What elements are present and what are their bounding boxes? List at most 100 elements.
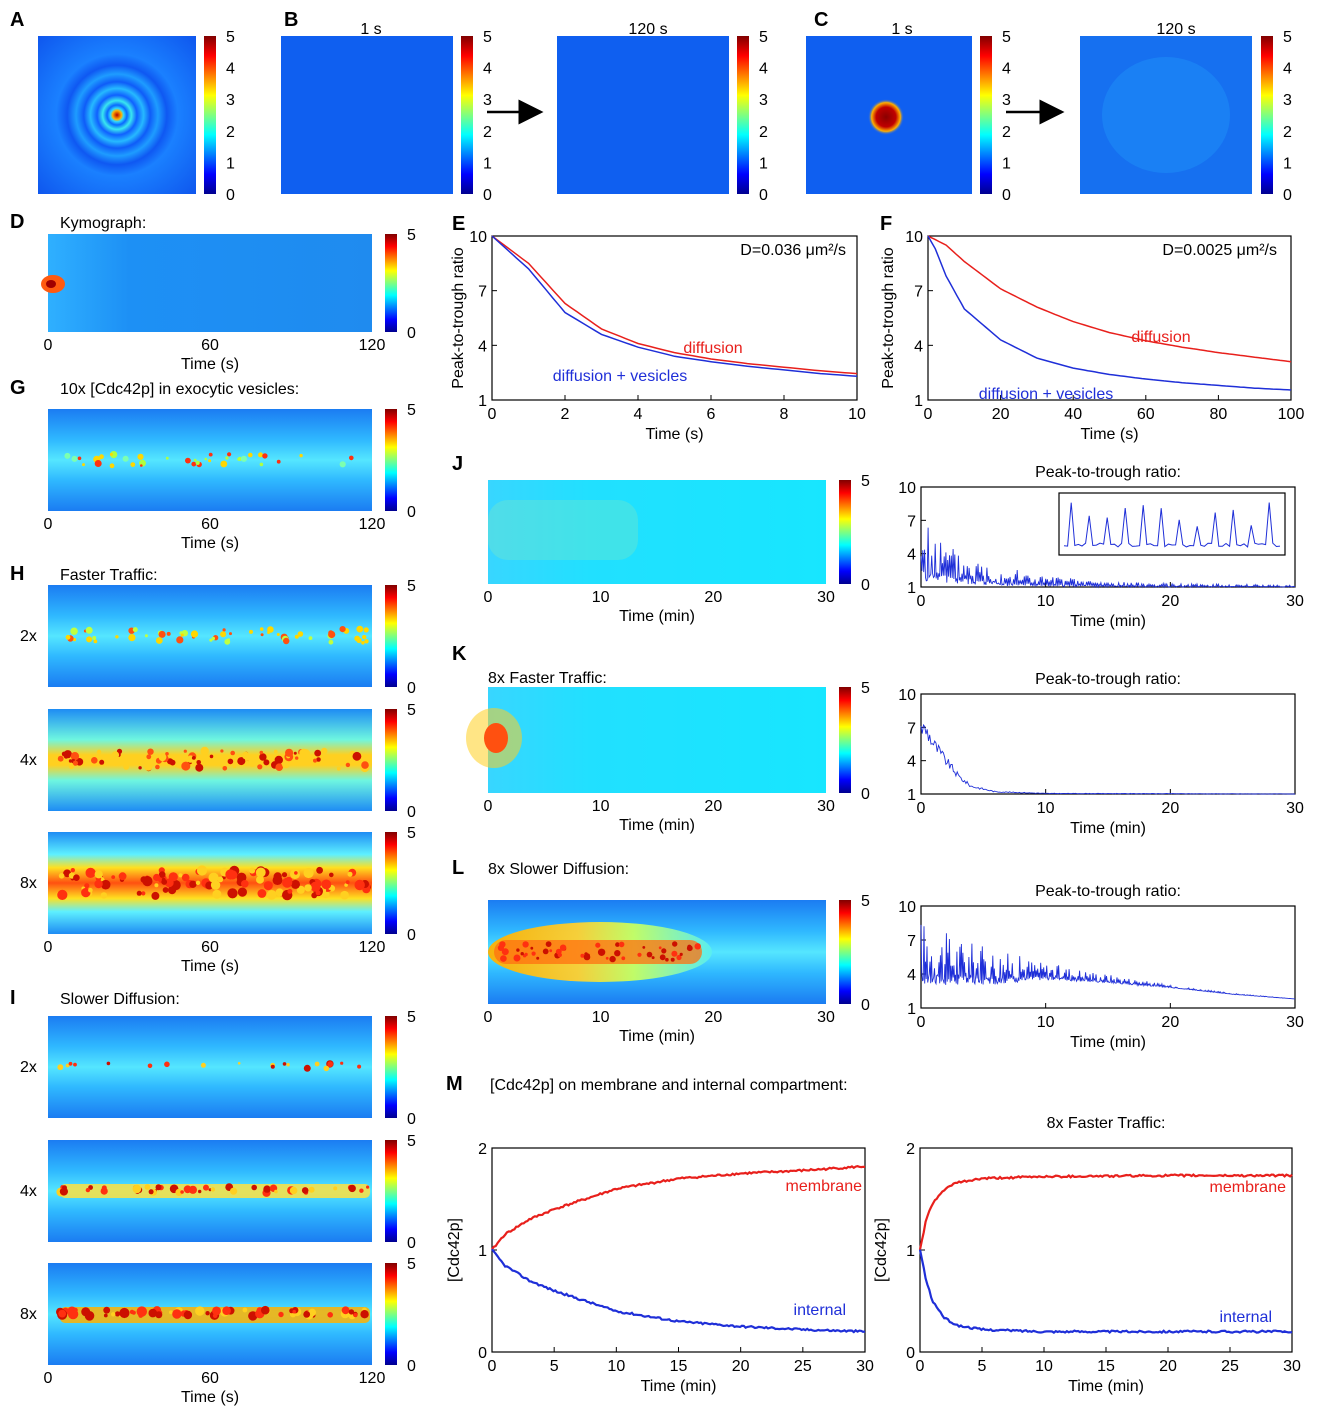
vesicle-spot xyxy=(178,873,183,878)
vesicle-spot xyxy=(260,633,264,637)
xtick-label: 20 xyxy=(1161,800,1179,817)
vesicle-spot xyxy=(285,748,294,757)
vesicle-spot xyxy=(84,1311,95,1321)
vesicle-spot xyxy=(642,946,646,949)
colorbar-C-start-tick: 1 xyxy=(1002,155,1011,172)
vesicle-spot xyxy=(214,759,221,766)
colorbar-B-end-tick: 5 xyxy=(759,29,768,46)
xtick-label: 10 xyxy=(607,1358,625,1375)
vesicle-spot xyxy=(679,952,683,957)
vesicle-spot xyxy=(155,1184,162,1191)
plot-title-M-right: 8x Faster Traffic: xyxy=(1047,1115,1166,1132)
title-G: 10x [Cdc42p] in exocytic vesicles: xyxy=(60,381,299,398)
vesicle-spot xyxy=(314,749,322,757)
vesicle-spot xyxy=(289,1186,298,1195)
colorbar-A-tick: 3 xyxy=(226,92,235,109)
panel-label-G: G xyxy=(10,377,26,399)
kymograph-J: 0 10 20 30 Time (min) xyxy=(484,480,835,625)
colorbar-H-3-tick: 5 xyxy=(407,825,416,842)
kymograph-G-xlabel: Time (s) xyxy=(181,535,239,552)
plot-title-J: Peak-to-trough ratio: xyxy=(1035,464,1181,481)
vesicle-spot xyxy=(225,456,229,460)
vesicle-spot xyxy=(248,759,257,767)
ytick-label: 1 xyxy=(478,393,487,410)
plot-L: 0 10 20 30 1 4 7 10 Time (min) Peak-to-trough rat… xyxy=(898,883,1304,1051)
xtick-label: 0 xyxy=(917,593,926,610)
vesicle-spot xyxy=(513,954,521,962)
vesicle-spot xyxy=(257,764,263,770)
vesicle-spot xyxy=(339,626,346,633)
kymograph-L: 0 10 20 30 Time (min) xyxy=(484,900,835,1045)
colorbar-C-end: 0 1 2 3 4 5 xyxy=(1261,29,1292,204)
plot-E: 0 2 4 6 8 10 1 4 7 10 Time (s) Peak-to-trough ratio… xyxy=(450,229,866,443)
vesicle-spot xyxy=(500,955,507,962)
vesicle-spot xyxy=(694,943,701,950)
colorbar-A-tick: 0 xyxy=(226,187,235,204)
colorbar-D-tick: 5 xyxy=(407,227,416,244)
vesicle-spot xyxy=(340,1061,344,1065)
vesicle-spot xyxy=(200,746,209,756)
vesicle-spot xyxy=(209,638,213,642)
vesicle-spot xyxy=(349,455,354,461)
colorbar-C-start-tick: 5 xyxy=(1002,29,1011,46)
vesicle-spot xyxy=(323,1065,330,1072)
colorbar-H-1-tick: 5 xyxy=(407,578,416,595)
vesicle-spot xyxy=(321,879,332,890)
kymograph-I-3-tick: 0 xyxy=(44,1370,53,1387)
kymograph-I-3-xlabel: Time (s) xyxy=(181,1389,239,1406)
vesicle-spot xyxy=(294,871,298,875)
colorbar-I-1-tick: 5 xyxy=(407,1009,416,1026)
vesicle-spot xyxy=(303,1311,311,1318)
vesicle-spot xyxy=(366,1185,370,1189)
vesicle-spot xyxy=(304,884,312,892)
ytick-label: 10 xyxy=(905,229,923,246)
vesicle-spot xyxy=(172,1309,182,1319)
colorbar-A-bar xyxy=(204,36,216,194)
series-L xyxy=(920,924,1295,1000)
vesicle-spot xyxy=(658,946,662,950)
vesicle-spot xyxy=(70,868,76,873)
xtick-label: 60 xyxy=(1137,406,1155,423)
colorbar-C-end-tick: 2 xyxy=(1283,124,1292,141)
vesicle-spot xyxy=(57,755,64,762)
colorbar-H-2-bar xyxy=(385,709,397,811)
vesicle-spot xyxy=(88,887,93,893)
ytick-label: 1 xyxy=(914,393,923,410)
plot-frame-K xyxy=(920,693,1296,795)
row-label-I-1: 2x xyxy=(20,1059,37,1076)
vesicle-spot xyxy=(132,627,138,633)
colorbar-C-end-tick: 1 xyxy=(1283,155,1292,172)
vesicle-spot xyxy=(316,866,323,874)
kymograph-G-tick: 60 xyxy=(201,516,219,533)
panel-label-F: F xyxy=(880,213,892,235)
kymograph-K-xlabel: Time (min) xyxy=(619,817,695,834)
vesicle-spot xyxy=(109,452,113,456)
kymograph-H-2 xyxy=(48,709,372,811)
vesicle-spot xyxy=(249,629,253,634)
kymograph-J-tick: 30 xyxy=(817,589,835,606)
vesicle-spot xyxy=(361,761,369,769)
vesicle-spot xyxy=(248,452,253,458)
time-label-C-start: 1 s xyxy=(891,21,912,38)
vesicle-spot xyxy=(115,635,119,639)
xtick-label: 15 xyxy=(1097,1358,1115,1375)
ytick-label: 7 xyxy=(907,720,916,737)
xtick-label: 0 xyxy=(488,1358,497,1375)
vesicle-spot xyxy=(356,625,364,633)
vesicle-spot xyxy=(266,890,277,900)
kymograph-I-3-tick: 60 xyxy=(201,1370,219,1387)
series-F-2 xyxy=(927,235,1292,391)
vesicle-spot xyxy=(114,1311,121,1317)
vesicle-spot xyxy=(542,948,549,955)
vesicle-spot xyxy=(229,632,232,636)
kymograph-J-image xyxy=(488,480,826,584)
vesicle-spot xyxy=(217,876,224,883)
colorbar-B-start: 0 1 2 3 4 5 xyxy=(461,29,492,204)
panel-label-E: E xyxy=(452,213,465,235)
ytick-label: 4 xyxy=(478,338,487,355)
kymograph-H-3-tick: 120 xyxy=(359,939,386,956)
colorbar-H-1-bar xyxy=(385,585,397,687)
xtick-label: 15 xyxy=(670,1358,688,1375)
vesicle-spot xyxy=(62,1185,67,1191)
